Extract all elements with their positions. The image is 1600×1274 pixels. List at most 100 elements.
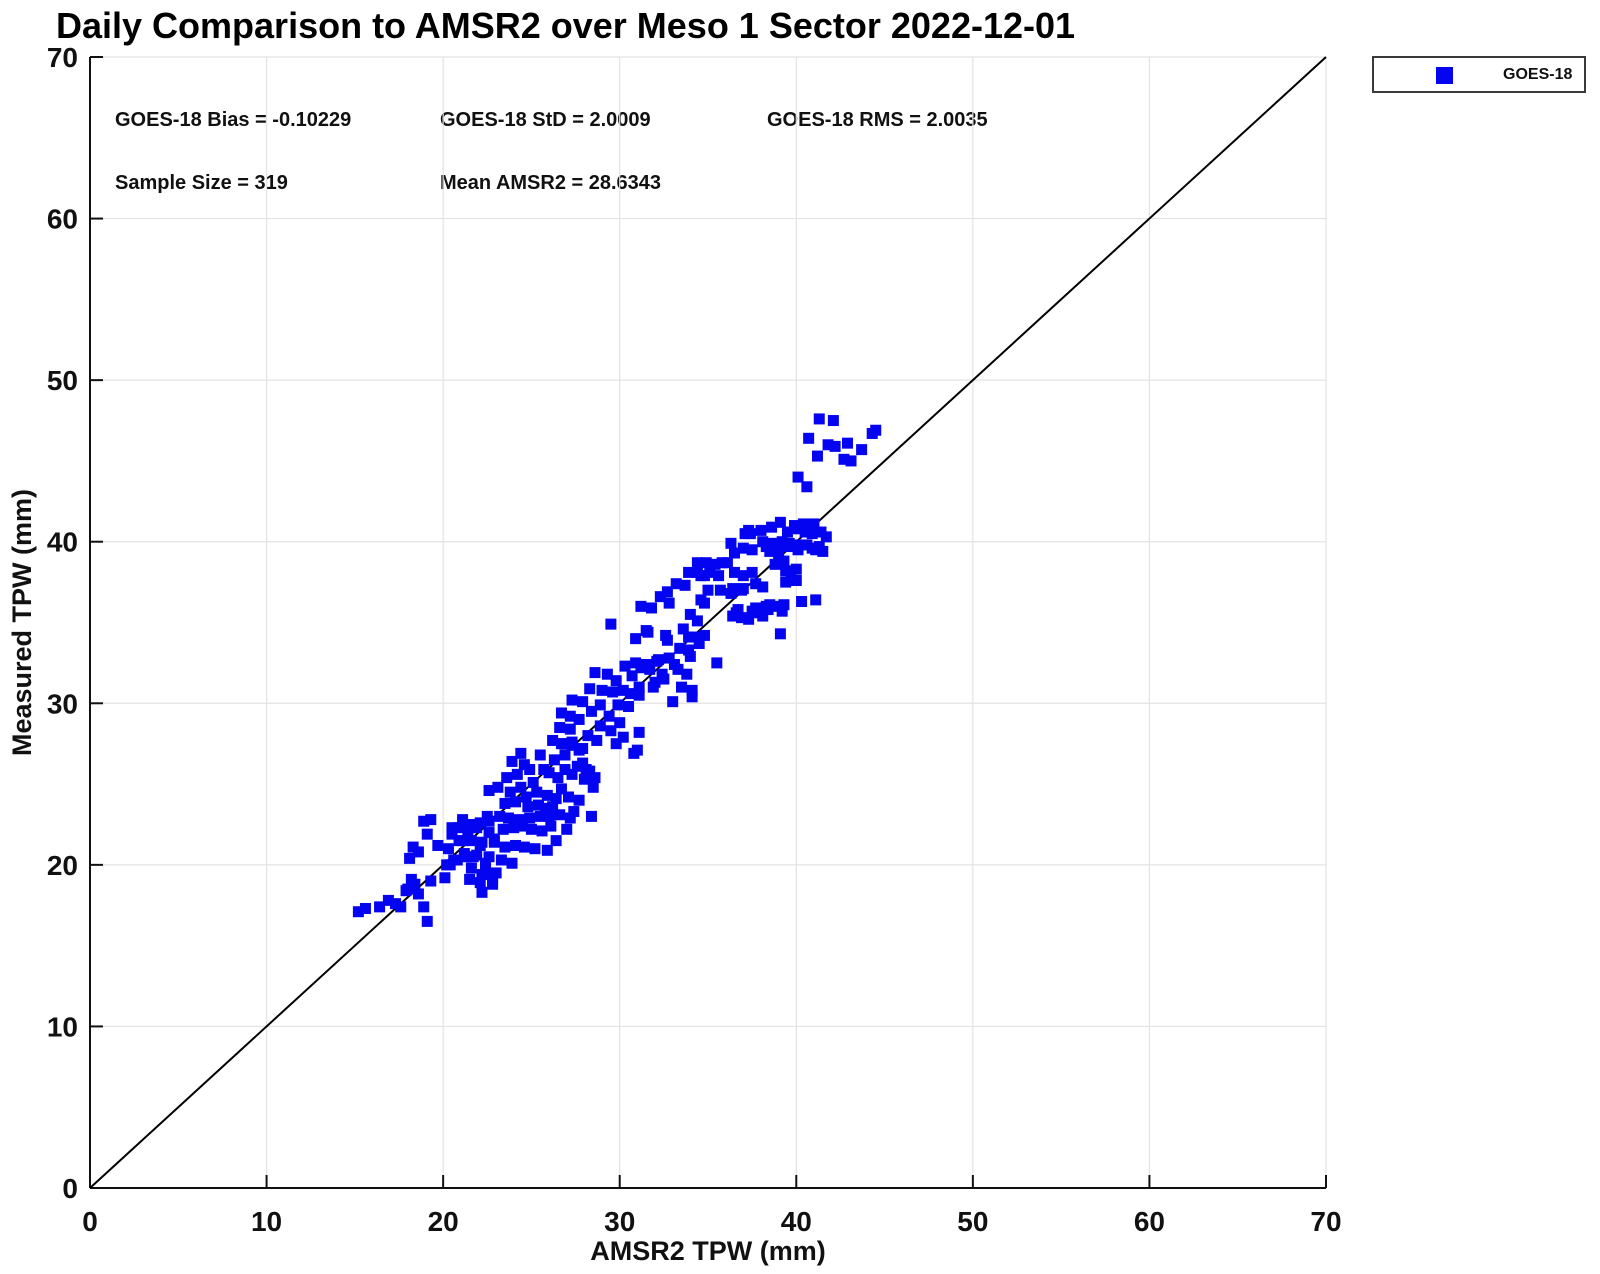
scatter-point	[794, 539, 806, 551]
scatter-point	[587, 781, 599, 793]
legend-marker-square	[1436, 67, 1453, 84]
scatter-point	[750, 578, 762, 590]
scatter-point	[446, 828, 458, 840]
scatter-point	[566, 768, 578, 780]
y-tick-label: 30	[47, 688, 78, 719]
scatter-point	[559, 749, 571, 761]
scatter-point	[471, 849, 483, 861]
scatter-point	[670, 578, 682, 590]
scatter-point	[409, 878, 421, 890]
scatter-point	[709, 558, 721, 570]
scatter-point	[490, 867, 502, 879]
scatter-point	[564, 710, 576, 722]
scatter-point	[510, 796, 522, 808]
scatter-point	[797, 518, 809, 530]
scatter-point	[661, 586, 673, 598]
scatter-point	[520, 791, 532, 803]
x-tick-label: 40	[781, 1206, 812, 1237]
scatter-point	[642, 626, 654, 638]
y-tick-label: 20	[47, 850, 78, 881]
scatter-point	[623, 701, 635, 713]
legend-label: GOES-18	[1503, 66, 1573, 83]
scatter-point	[510, 839, 522, 851]
scatter-point	[465, 862, 477, 874]
scatter-point	[457, 814, 469, 826]
scatter-point	[683, 631, 695, 643]
scatter-point	[513, 814, 525, 826]
y-tick-label: 50	[47, 365, 78, 396]
scatter-point	[808, 518, 820, 530]
scatter-point	[799, 526, 811, 538]
scatter-point	[561, 823, 573, 835]
scatter-point	[589, 772, 601, 784]
scatter-point	[515, 747, 527, 759]
scatter-point	[541, 789, 553, 801]
scatter-point	[465, 835, 477, 847]
scatter-point	[457, 835, 469, 847]
scatter-point	[402, 883, 414, 895]
scatter-point	[764, 599, 776, 611]
scatter-point	[605, 725, 617, 737]
scatter-point	[790, 563, 802, 575]
scatter-point	[686, 691, 698, 703]
scatter-point	[515, 781, 527, 793]
scatter-point	[418, 815, 430, 827]
scatter-point	[619, 660, 631, 672]
scatter-point	[633, 689, 645, 701]
scatter-point	[464, 818, 476, 830]
scatter-point	[446, 822, 458, 834]
scatter-point	[529, 843, 541, 855]
scatter-point	[504, 786, 516, 798]
scatter-point	[681, 668, 693, 680]
x-tick-label: 10	[251, 1206, 282, 1237]
scatter-point	[691, 615, 703, 627]
scatter-point	[582, 730, 594, 742]
scatter-point	[524, 812, 536, 824]
scatter-point	[547, 801, 559, 813]
scatter-point	[444, 859, 456, 871]
scatter-point	[518, 841, 530, 853]
scatter-point	[538, 764, 550, 776]
scatter-point	[563, 791, 575, 803]
scatter-point	[658, 673, 670, 685]
scatter-point	[806, 528, 818, 540]
annotation-sample-size: Sample Size = 319	[115, 172, 288, 194]
scatter-point	[421, 915, 433, 927]
scatter-point	[711, 657, 723, 669]
scatter-point	[781, 541, 793, 553]
x-tick-label: 0	[82, 1206, 98, 1237]
scatter-point	[626, 670, 638, 682]
scatter-point	[737, 570, 749, 582]
y-tick-label: 0	[62, 1173, 78, 1204]
scatter-point	[838, 453, 850, 465]
scatter-point	[534, 810, 546, 822]
scatter-point	[792, 471, 804, 483]
scatter-point	[755, 524, 767, 536]
scatter-point	[550, 793, 562, 805]
scatter-point	[776, 605, 788, 617]
scatter-point	[499, 797, 511, 809]
scatter-point	[612, 699, 624, 711]
scatter-point	[827, 415, 839, 427]
scatter-point	[545, 820, 557, 832]
scatter-point	[492, 781, 504, 793]
scatter-point	[647, 681, 659, 693]
scatter-point	[573, 713, 585, 725]
y-tick-label: 10	[47, 1011, 78, 1042]
scatter-point	[483, 815, 495, 827]
scatter-point	[585, 810, 597, 822]
scatter-point	[700, 557, 712, 569]
scatter-point	[487, 878, 499, 890]
scatter-point	[594, 699, 606, 711]
scatter-point	[683, 644, 695, 656]
scatter-point	[803, 432, 815, 444]
x-tick-label: 20	[428, 1206, 459, 1237]
scatter-point	[624, 688, 636, 700]
scatter-point	[810, 594, 822, 606]
scatter-point	[789, 520, 801, 532]
scatter-point	[617, 684, 629, 696]
scatter-point	[577, 696, 589, 708]
scatter-point	[774, 516, 786, 528]
